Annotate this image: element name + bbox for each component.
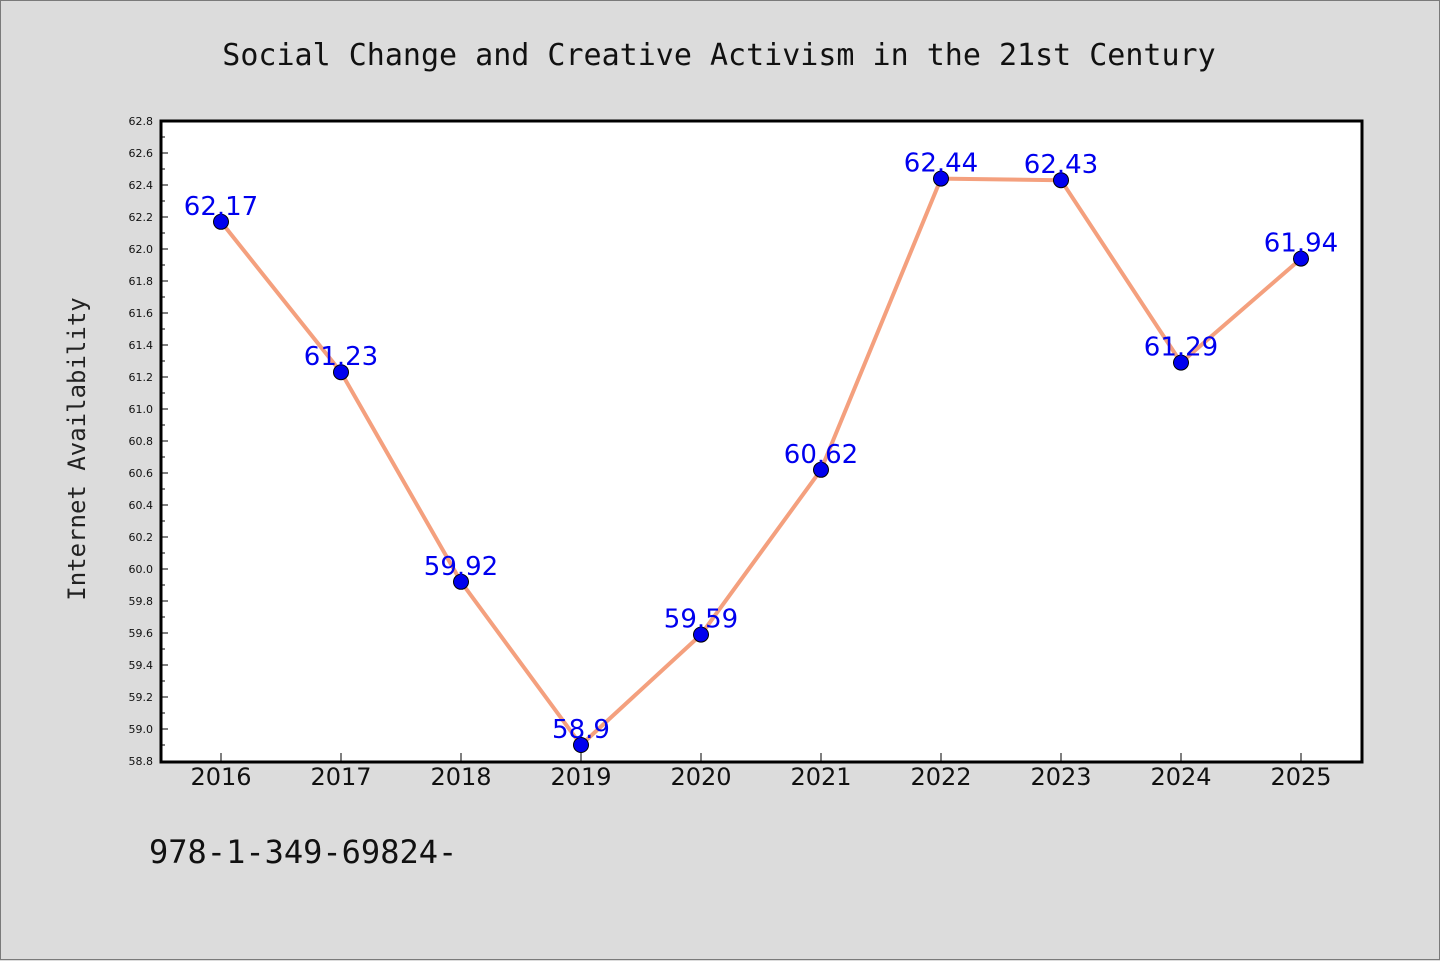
y-tick-label: 62.8: [129, 115, 154, 128]
series-layer: 62.17 61.23 59.92 58.9 59.59 60.62 62.44 62.43 6…: [184, 149, 1338, 753]
data-point: [453, 573, 469, 590]
y-tick-label: 58.8: [129, 755, 154, 768]
y-tick-label: 59.0: [129, 723, 154, 736]
data-label: 62.44: [904, 149, 978, 179]
y-tick-label: 60.2: [129, 531, 154, 544]
y-axis-label: Internet Availability: [63, 297, 91, 600]
footer-code: 978-1-349-69824-: [149, 833, 458, 871]
data-point: [693, 626, 709, 643]
x-tick-label: 2017: [310, 763, 371, 791]
y-tick-label: 62.0: [129, 243, 154, 256]
y-tick-label: 60.0: [129, 563, 154, 576]
data-label: 59.59: [664, 605, 738, 635]
y-tick-label: 62.2: [129, 211, 154, 224]
x-axis-ticks: 2016 2017 2018 2019 2020 2021 2022 2023 2024 2025: [190, 753, 1332, 791]
x-tick-label: 2023: [1030, 763, 1091, 791]
x-tick-label: 2019: [550, 763, 611, 791]
y-tick-label: 59.6: [129, 627, 154, 640]
y-tick-label: 62.6: [129, 147, 154, 160]
data-point: [213, 213, 229, 230]
x-tick-label: 2022: [910, 763, 971, 791]
y-tick-label: 62.4: [129, 179, 154, 192]
data-point: [1293, 250, 1309, 267]
plot-area: [159, 119, 1364, 764]
x-tick-label: 2021: [790, 763, 851, 791]
y-tick-label: 61.8: [129, 275, 154, 288]
y-axis-ticks: 58.8 59.0 59.2 59.4 59.6 59.8 60.0 60.2 60.4 60.6…: [129, 115, 168, 768]
y-tick-label: 61.0: [129, 403, 154, 416]
data-label: 62.17: [184, 192, 258, 222]
y-tick-label: 61.2: [129, 371, 154, 384]
data-label: 59.92: [424, 552, 498, 582]
y-tick-label: 61.6: [129, 307, 154, 320]
y-tick-label: 60.8: [129, 435, 154, 448]
data-point: [333, 364, 349, 381]
y-tick-label: 59.8: [129, 595, 154, 608]
x-tick-label: 2020: [670, 763, 731, 791]
data-point: [813, 461, 829, 478]
x-tick-label: 2024: [1150, 763, 1211, 791]
x-tick-label: 2016: [190, 763, 251, 791]
data-label: 61.94: [1264, 229, 1338, 259]
y-tick-label: 61.4: [129, 339, 154, 352]
data-label: 61.23: [304, 342, 378, 372]
data-point: [573, 737, 589, 753]
data-label: 58.9: [552, 715, 610, 745]
series-line: [219, 176, 1303, 747]
y-tick-label: 59.4: [129, 659, 154, 672]
y-tick-label: 60.4: [129, 499, 154, 512]
chart-title: Social Change and Creative Activism in t…: [222, 38, 1215, 73]
data-point: [933, 170, 949, 187]
data-point: [1053, 172, 1069, 189]
x-tick-label: 2018: [430, 763, 491, 791]
x-tick-label: 2025: [1270, 763, 1331, 791]
y-tick-label: 60.6: [129, 467, 154, 480]
data-label: 60.62: [784, 440, 858, 470]
data-label: 62.43: [1024, 150, 1098, 180]
y-tick-label: 59.2: [129, 691, 154, 704]
data-label: 61.29: [1144, 333, 1218, 363]
data-point: [1173, 354, 1189, 371]
